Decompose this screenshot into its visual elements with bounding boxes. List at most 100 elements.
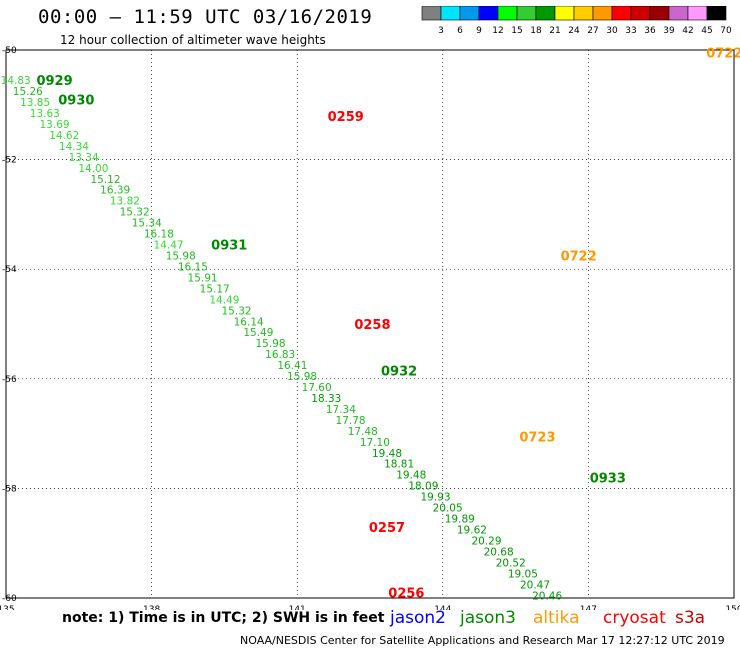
colorbar-tick-label: 21 [549,26,560,36]
colorbar-tick-label: 12 [492,26,503,36]
wave-height-label: 20.47 [520,579,550,591]
wave-height-label: 15.98 [287,371,317,383]
wave-height-label: 19.48 [372,448,402,460]
pass-time-label: 0722 [706,47,740,62]
wave-height-label: 17.34 [326,404,356,416]
wave-height-label: 15.17 [200,283,230,295]
wave-height-label: 20.29 [471,535,501,547]
pass-time-label: 0259 [328,110,364,125]
colorbar-tick-label: 45 [701,26,712,36]
wave-height-label: 15.12 [90,174,120,186]
colorbar-tick-label: 15 [511,26,522,36]
colorbar-tick-label: 9 [476,26,482,36]
wave-height-label: 16.18 [144,229,174,241]
wave-height-label: 14.49 [209,294,239,306]
wave-height-label: 15.26 [13,86,43,98]
wave-height-label: 16.41 [277,360,307,372]
footer-credit: NOAA/NESDIS Center for Satellite Applica… [240,634,725,647]
colorbar-tick-label: 6 [457,26,463,36]
wave-height-label: 19.93 [420,492,450,504]
wave-height-label: 14.47 [154,240,184,252]
pass-time-label: 0256 [388,587,424,602]
wave-height-label: 13.85 [20,97,50,109]
wave-height-label: 15.34 [132,218,162,230]
wave-height-label: 20.05 [433,503,463,515]
y-tick-label: -58 [2,484,17,494]
pass-time-label: 0257 [369,521,405,536]
x-tick-label: 147 [580,605,597,610]
wave-height-label: 16.14 [234,316,264,328]
wave-height-label: 18.33 [311,393,341,405]
wave-height-label: 15.32 [222,305,252,317]
colorbar-tick-label: 39 [663,26,675,36]
colorbar-tick-label: 42 [682,26,693,36]
pass-time-label: 0723 [519,430,555,445]
wave-height-label: 14.83 [1,75,31,87]
wave-height-label: 16.83 [265,349,295,361]
wave-height-label: 15.91 [188,272,218,284]
colorbar-cell [706,6,727,21]
y-tick-label: -50 [2,46,17,56]
pass-time-label: 0258 [354,318,390,333]
legend-jason3: jason3 [460,608,516,628]
wave-height-label: 17.10 [360,437,390,449]
wave-height-label: 17.48 [348,426,378,438]
wave-height-label: 20.52 [496,557,526,569]
x-tick-label: 144 [434,605,451,610]
pass-time-label: 0930 [58,93,94,108]
wave-height-label: 19.05 [508,568,538,580]
wave-height-label: 14.62 [49,130,79,142]
wave-height-label: 19.48 [396,470,426,482]
wave-height-label: 18.81 [384,459,414,471]
x-tick-label: 135 [0,605,15,610]
chart-subtitle: 12 hour collection of altimeter wave hei… [60,33,326,47]
wave-height-label: 13.82 [110,196,140,208]
y-tick-label: -56 [2,375,17,385]
y-tick-label: -54 [2,265,17,275]
x-tick-label: 141 [289,605,306,610]
x-tick-label: 138 [143,605,160,610]
colorbar-tick-label: 27 [587,26,598,36]
colorbar-tick-label: 36 [644,26,656,36]
plot-frame [5,49,735,599]
wave-height-label: 15.98 [166,251,196,263]
wave-height-label: 13.69 [40,119,70,131]
wave-height-label: 14.00 [78,163,108,175]
pass-time-label: 0932 [381,365,417,380]
wave-height-label: 15.98 [255,338,285,350]
colorbar-tick-label: 33 [625,26,636,36]
wave-height-label: 15.32 [120,207,150,219]
wave-height-label: 16.39 [100,185,130,197]
legend-cryosat: cryosat [603,608,666,628]
legend-altika: altika [533,608,580,628]
pass-time-label: 0933 [590,471,626,486]
wave-height-label: 19.89 [445,514,475,526]
wave-height-label: 18.09 [408,481,438,493]
colorbar-tick-label: 18 [530,26,542,36]
wave-height-label: 13.63 [30,108,60,120]
wave-height-label: 17.60 [302,382,332,394]
y-tick-label: -52 [2,156,17,166]
legend-s3a: s3a [675,608,706,628]
x-tick-label: 150 [725,605,740,610]
pass-time-label: 0931 [211,239,247,254]
y-tick-label: -60 [2,594,17,604]
wave-height-label: 13.34 [69,152,99,164]
wave-height-label: 19.62 [457,525,487,537]
legend-jason2: jason2 [390,608,446,628]
colorbar-tick-label: 70 [720,26,732,36]
colorbar-tick-label: 30 [606,26,618,36]
wave-height-label: 17.78 [336,415,366,427]
plot-area: 135 138 141 144 147 150 -50 -52 -54 -56 -58 -60 14.8… [0,46,740,610]
colorbar-tick-label: 24 [568,26,580,36]
wave-height-label: 20.46 [532,590,562,602]
wave-height-label: 16.15 [178,261,208,273]
chart-title: 00:00 – 11:59 UTC 03/16/2019 [38,6,373,28]
colorbar-tick-label: 3 [438,26,444,36]
wave-height-label: 15.49 [243,327,273,339]
footer-note: note: 1) Time is in UTC; 2) SWH is in fe… [62,610,385,626]
wave-height-label: 14.34 [59,141,89,153]
wave-height-label: 20.68 [484,546,514,558]
pass-time-label: 0929 [36,74,72,89]
